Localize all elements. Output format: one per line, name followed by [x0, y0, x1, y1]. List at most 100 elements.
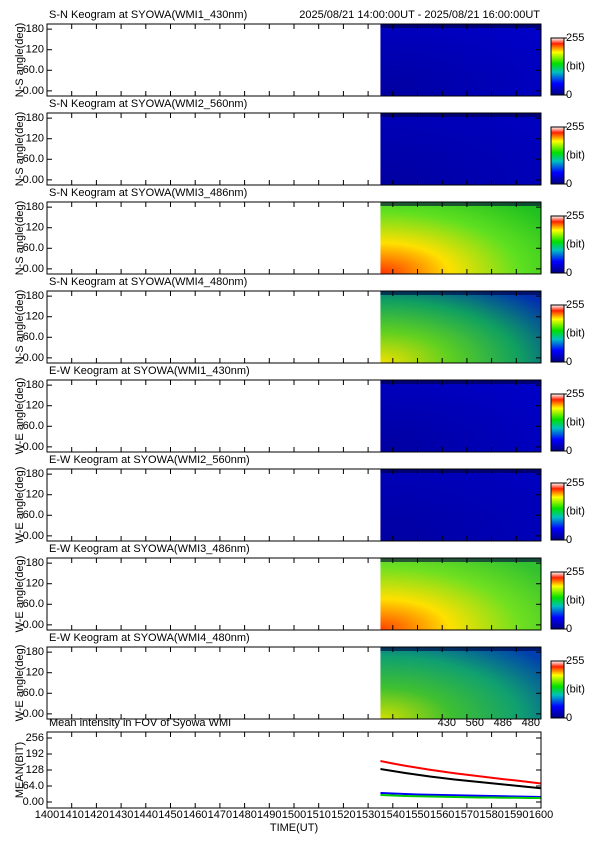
keogram-image: [380, 113, 541, 185]
y-tick-label: 60.0: [23, 242, 44, 254]
x-tick-label: 1570: [455, 809, 479, 821]
colorbar: [550, 660, 565, 719]
y-tick-label: 0.00: [23, 619, 44, 631]
keogram-image: [380, 202, 541, 274]
y-axis-label: W-E angle(deg): [14, 467, 26, 544]
panel-title: S-N Keogram at SYOWA(WMI2_560nm): [49, 98, 247, 110]
colorbar-tick-label: 255: [566, 32, 584, 44]
x-tick-label: 1530: [356, 809, 380, 821]
y-tick-label: 60.0: [23, 64, 44, 76]
keogram-image: [380, 380, 541, 452]
y-axis-label: W-E angle(deg): [14, 645, 26, 722]
y-tick-label: 256: [26, 732, 44, 744]
x-tick-label: 1490: [257, 809, 281, 821]
colorbar-tick-label: 0: [566, 89, 572, 101]
colorbar-label: (bit): [566, 327, 585, 339]
x-tick-label: 1550: [405, 809, 429, 821]
line-series: [380, 794, 541, 799]
colorbar: [550, 37, 565, 96]
x-tick-label: 1420: [84, 809, 108, 821]
y-axis-label: N-S angle(deg): [14, 290, 26, 365]
panel-title: E-W Keogram at SYOWA(WMI2_560nm): [49, 454, 250, 466]
y-tick-label: 0.00: [23, 708, 44, 720]
colorbar: [550, 571, 565, 630]
colorbar-label: (bit): [566, 149, 585, 161]
legend-entry: 560: [466, 717, 484, 729]
colorbar-label: (bit): [566, 416, 585, 428]
colorbar-label: (bit): [566, 505, 585, 517]
colorbar-tick-label: 255: [566, 299, 584, 311]
y-tick-label: 120: [26, 222, 44, 234]
colorbar-tick-label: 0: [566, 178, 572, 190]
line-series: [380, 768, 542, 790]
y-tick-label: 180: [26, 23, 44, 35]
panel-subtitle: 2025/08/21 14:00:00UT - 2025/08/21 16:00…: [299, 9, 540, 21]
y-tick-label: 0.00: [23, 530, 44, 542]
y-tick-label: 180: [26, 112, 44, 124]
y-tick-label: 128: [26, 764, 44, 776]
y-axis-label: N-S angle(deg): [14, 112, 26, 187]
keogram-top-band: [380, 558, 541, 562]
keogram-image: [380, 647, 541, 719]
y-tick-label: 120: [26, 667, 44, 679]
colorbar-label: (bit): [566, 594, 585, 606]
x-tick-label: 1480: [232, 809, 256, 821]
y-axis-label: W-E angle(deg): [14, 556, 26, 633]
x-tick-label: 1460: [183, 809, 207, 821]
colorbar: [550, 215, 565, 274]
x-tick-label: 1520: [331, 809, 355, 821]
y-tick-label: 180: [26, 646, 44, 658]
y-tick-label: 180: [26, 379, 44, 391]
x-tick-label: 1440: [134, 809, 158, 821]
colorbar: [550, 304, 565, 363]
colorbar-label: (bit): [566, 60, 585, 72]
keogram-top-band: [380, 647, 541, 651]
x-tick-label: 1580: [479, 809, 503, 821]
x-tick-label: 1600: [529, 809, 553, 821]
y-axis-label: MEAN(BIT): [14, 742, 26, 798]
colorbar-tick-label: 255: [566, 477, 584, 489]
y-tick-label: 180: [26, 557, 44, 569]
keogram-image: [380, 291, 541, 363]
x-tick-label: 1590: [504, 809, 528, 821]
y-tick-label: 60.0: [23, 331, 44, 343]
panel-title: E-W Keogram at SYOWA(WMI1_430nm): [49, 365, 250, 377]
colorbar-tick-label: 0: [566, 445, 572, 457]
keogram-image: [380, 469, 541, 541]
panel-title: E-W Keogram at SYOWA(WMI3_486nm): [49, 543, 250, 555]
y-tick-label: 120: [26, 311, 44, 323]
keogram-image: [380, 24, 541, 96]
keogram-top-band: [380, 380, 541, 384]
y-tick-label: 180: [26, 468, 44, 480]
x-tick-label: 1560: [430, 809, 454, 821]
y-axis-label: N-S angle(deg): [14, 201, 26, 276]
colorbar-tick-label: 0: [566, 267, 572, 279]
y-tick-label: 60.0: [23, 509, 44, 521]
legend-entry: 430: [438, 717, 456, 729]
y-tick-label: 180: [26, 201, 44, 213]
line-series: [380, 792, 542, 798]
colorbar-tick-label: 0: [566, 623, 572, 635]
panel-title: S-N Keogram at SYOWA(WMI1_430nm): [49, 9, 247, 21]
colorbar-tick-label: 255: [566, 655, 584, 667]
keogram-top-band: [380, 469, 541, 473]
panel-title: S-N Keogram at SYOWA(WMI4_480nm): [49, 276, 247, 288]
colorbar-tick-label: 255: [566, 388, 584, 400]
y-tick-label: 180: [26, 290, 44, 302]
y-tick-label: 60.0: [23, 598, 44, 610]
x-tick-label: 1540: [381, 809, 405, 821]
y-tick-label: 60.0: [23, 153, 44, 165]
y-tick-label: 120: [26, 578, 44, 590]
panel-title: S-N Keogram at SYOWA(WMI3_486nm): [49, 187, 247, 199]
y-tick-label: 120: [26, 489, 44, 501]
keogram-top-band: [380, 24, 541, 28]
y-tick-label: 192: [26, 748, 44, 760]
x-tick-label: 1410: [59, 809, 83, 821]
x-tick-label: 1500: [282, 809, 306, 821]
y-axis-label: W-E angle(deg): [14, 378, 26, 455]
y-tick-label: 64.0: [23, 780, 44, 792]
colorbar: [550, 482, 565, 541]
legend-entry: 480: [522, 717, 540, 729]
line-series: [380, 760, 542, 785]
y-tick-label: 0.00: [23, 441, 44, 453]
